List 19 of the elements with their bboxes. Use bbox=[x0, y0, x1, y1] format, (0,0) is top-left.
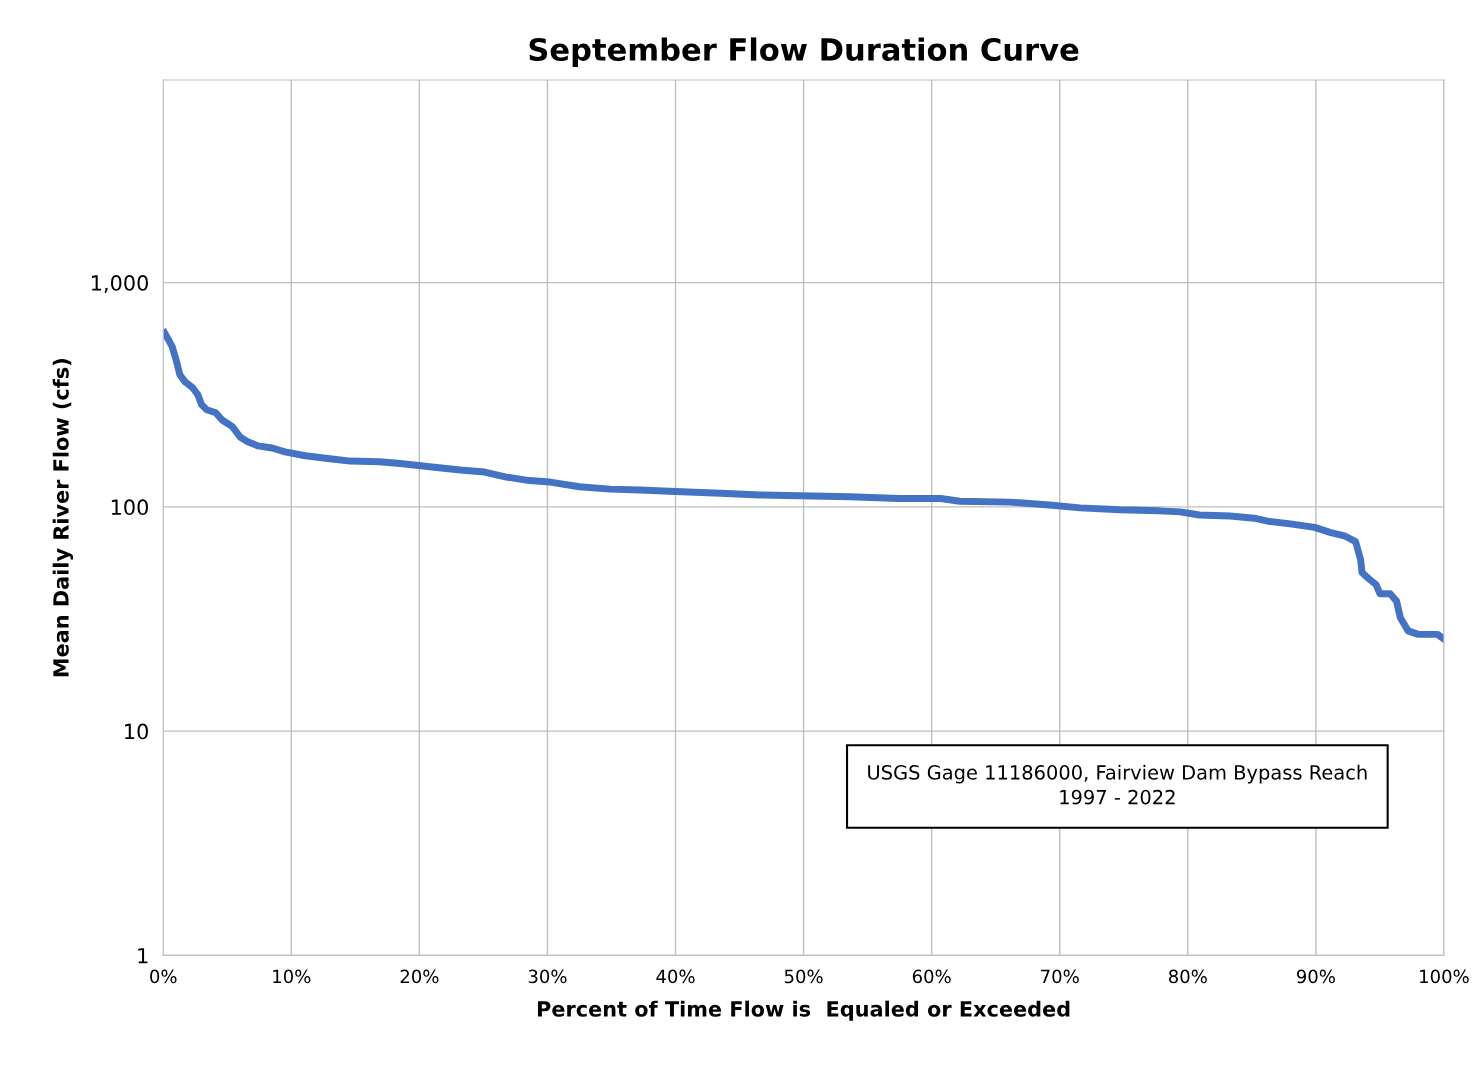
annotation: USGS Gage 11186000, Fairview Dam Bypass Reach 1997 - 2022 bbox=[868, 764, 1367, 805]
y-tick-label: 10 bbox=[125, 723, 148, 740]
x-tick-label: 20% bbox=[400, 969, 439, 984]
x-tick-label: 100% bbox=[1420, 969, 1469, 984]
y-tick-label: 1,000 bbox=[92, 275, 148, 293]
y-tick-label: 100 bbox=[111, 499, 148, 516]
x-tick-label: 0% bbox=[150, 969, 177, 984]
x-axis-title: Percent of Time Flow is Equaled or Exceeded bbox=[537, 1000, 1070, 1021]
y-tick-label: 1 bbox=[138, 948, 148, 964]
x-tick-label: 90% bbox=[1296, 969, 1335, 984]
x-tick-label: 50% bbox=[784, 969, 823, 984]
x-tick-label: 30% bbox=[528, 969, 567, 984]
y-axis-title: Mean Daily River Flow (cfs) bbox=[52, 359, 74, 677]
chart-title: September Flow Duration Curve bbox=[529, 37, 1079, 67]
x-tick-label: 80% bbox=[1168, 969, 1207, 984]
x-tick-label: 70% bbox=[1041, 969, 1079, 984]
x-tick-label: 10% bbox=[273, 969, 311, 984]
x-tick-label: 60% bbox=[912, 969, 951, 984]
x-tick-label: 40% bbox=[656, 969, 695, 984]
